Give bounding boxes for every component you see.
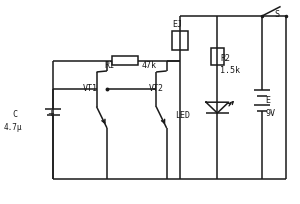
Text: S: S — [274, 10, 279, 19]
Text: VT1: VT1 — [83, 83, 98, 92]
Text: 4.7μ: 4.7μ — [3, 123, 22, 132]
Text: LED: LED — [176, 111, 190, 120]
Text: R1: R1 — [104, 61, 114, 70]
Text: EJ: EJ — [172, 20, 183, 29]
Text: +: + — [47, 109, 54, 118]
Text: VT2: VT2 — [149, 83, 164, 92]
Text: C: C — [12, 110, 17, 119]
Bar — [211, 49, 224, 66]
Text: R2: R2 — [220, 54, 230, 63]
Text: 9V: 9V — [265, 109, 275, 118]
Text: 47k: 47k — [141, 61, 156, 70]
Text: 1.5k: 1.5k — [220, 66, 240, 75]
Bar — [112, 57, 137, 66]
Text: E: E — [265, 95, 270, 104]
Bar — [172, 32, 188, 51]
